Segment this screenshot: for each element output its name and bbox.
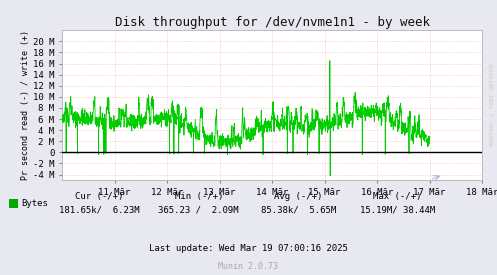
Text: Cur (-/+): Cur (-/+): [75, 192, 124, 200]
Text: 181.65k/  6.23M: 181.65k/ 6.23M: [59, 206, 140, 215]
Text: Min (-/+): Min (-/+): [174, 192, 223, 200]
Text: 365.23 /  2.09M: 365.23 / 2.09M: [159, 206, 239, 215]
Text: RRDTOOL / TOBI OETIKER: RRDTOOL / TOBI OETIKER: [490, 63, 495, 146]
Text: Bytes: Bytes: [21, 199, 48, 208]
Text: Avg (-/+): Avg (-/+): [274, 192, 323, 200]
Title: Disk throughput for /dev/nvme1n1 - by week: Disk throughput for /dev/nvme1n1 - by we…: [115, 16, 429, 29]
Text: Munin 2.0.73: Munin 2.0.73: [219, 262, 278, 271]
Text: Last update: Wed Mar 19 07:00:16 2025: Last update: Wed Mar 19 07:00:16 2025: [149, 244, 348, 253]
Text: 15.19M/ 38.44M: 15.19M/ 38.44M: [360, 206, 435, 215]
Text: 85.38k/  5.65M: 85.38k/ 5.65M: [260, 206, 336, 215]
Y-axis label: Pr second read (-) / write (+): Pr second read (-) / write (+): [21, 30, 30, 180]
Text: Max (-/+): Max (-/+): [373, 192, 422, 200]
